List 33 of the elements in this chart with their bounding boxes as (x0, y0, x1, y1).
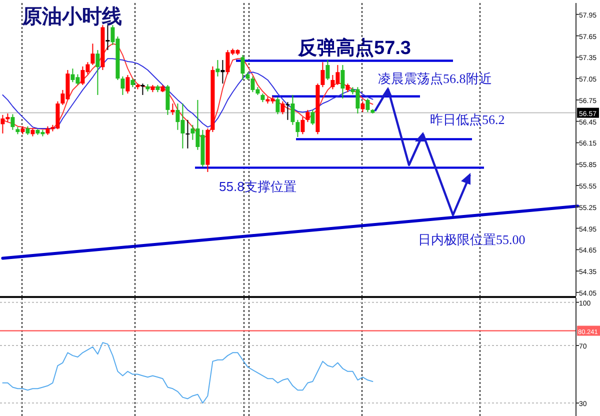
candlestick (320, 62, 325, 88)
candlestick (126, 74, 130, 94)
candlestick (140, 83, 145, 96)
candlestick (306, 109, 310, 123)
candlestick (360, 100, 365, 113)
candlestick (276, 96, 280, 115)
candlestick (10, 114, 15, 130)
candlestick (286, 102, 290, 120)
candlestick (366, 98, 370, 113)
candlestick (216, 60, 220, 77)
candlestick (340, 64, 345, 100)
candlestick (280, 100, 285, 115)
ref-line-label: 昨日低点56.2 (430, 112, 505, 127)
candlestick (290, 94, 295, 126)
candlestick (186, 119, 190, 149)
candlestick (296, 119, 300, 138)
candlestick (300, 116, 305, 135)
annotation: 日内极限位置55.00 (418, 232, 526, 247)
ref-line-label: 55.8支撑位置 (219, 179, 296, 194)
candlestick (120, 76, 125, 96)
candlestick (326, 60, 330, 80)
ref-line-label: 凌晨震荡点56.8附近 (378, 71, 492, 86)
candlestick (106, 24, 110, 51)
line-series (2, 342, 374, 404)
chart-title: 原油小时线 (21, 6, 122, 28)
ref-line-label: 反弹高点57.3 (297, 37, 411, 59)
candlestick (90, 43, 95, 66)
candlestick (96, 50, 100, 96)
candlestick (166, 84, 170, 116)
candlestick (240, 54, 245, 80)
candlestick (310, 109, 315, 126)
candlestick (170, 103, 175, 116)
candlestick (220, 60, 225, 84)
